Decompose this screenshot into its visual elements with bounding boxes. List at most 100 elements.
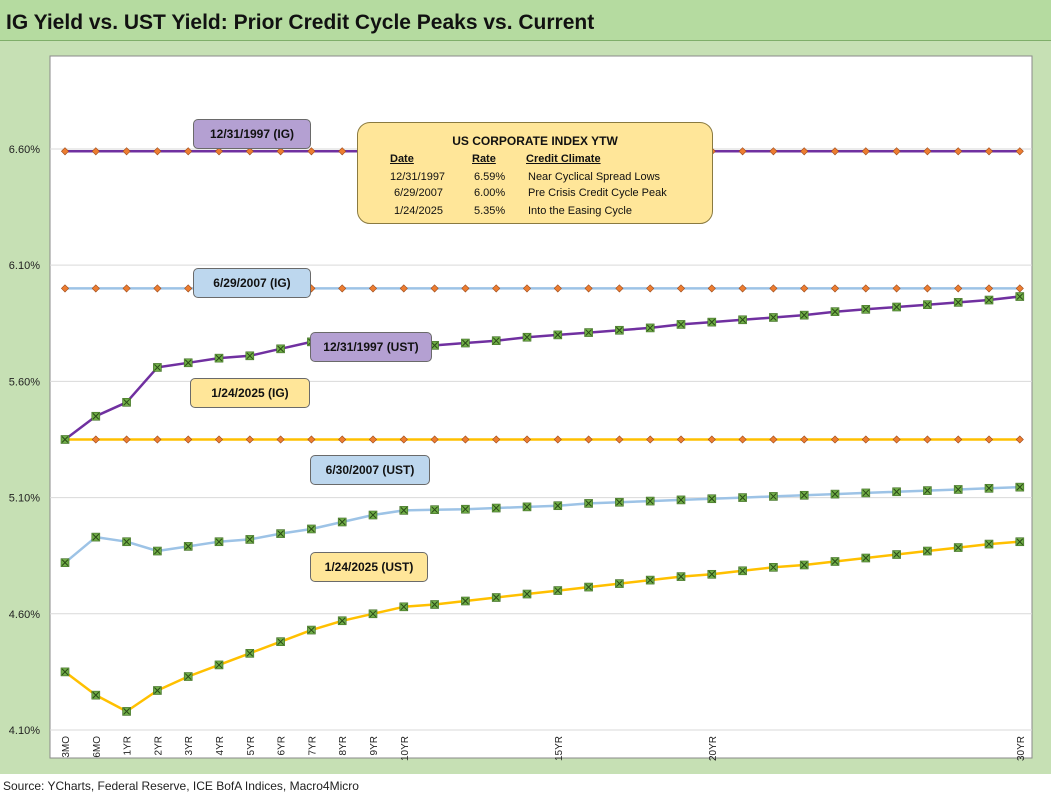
data-point-ig_2025 bbox=[553, 435, 562, 444]
data-point-ig_2025 bbox=[954, 435, 963, 444]
data-point-ust_2025 bbox=[861, 553, 871, 563]
data-point-ig_1997 bbox=[892, 147, 901, 156]
data-point-ig_2007 bbox=[522, 284, 532, 293]
data-point-ust_1997 bbox=[491, 336, 501, 346]
data-point-ig_2007 bbox=[60, 284, 70, 293]
data-point-ig_2007 bbox=[153, 284, 162, 293]
x-tick-label: 30YR bbox=[1016, 736, 1027, 761]
data-point-ust_2025 bbox=[245, 649, 255, 658]
series-line-ust_2025 bbox=[64, 540, 1020, 713]
data-point-ig_1997 bbox=[91, 147, 100, 156]
data-point-ust_2025 bbox=[892, 550, 901, 559]
info-row-date: 1/24/2025 bbox=[394, 205, 443, 217]
data-point-ust_2007 bbox=[60, 558, 70, 567]
info-row-climate: Near Cyclical Spread Lows bbox=[528, 171, 661, 183]
data-point-ig_1997 bbox=[923, 147, 932, 156]
x-tick-label: 3MO bbox=[61, 736, 72, 758]
data-point-ig_1997 bbox=[800, 147, 809, 156]
data-point-ig_2025 bbox=[522, 435, 532, 444]
source-note: Source: YCharts, Federal Reserve, ICE Bo… bbox=[3, 779, 359, 793]
x-tick-label: 9YR bbox=[369, 736, 380, 755]
data-point-ust_2025 bbox=[307, 625, 316, 635]
data-point-ig_1997 bbox=[1015, 147, 1024, 156]
y-tick-label: 6.10% bbox=[9, 260, 40, 272]
data-point-ig_2007 bbox=[553, 284, 562, 293]
data-point-ust_2007 bbox=[245, 535, 255, 544]
data-point-ust_2007 bbox=[1015, 482, 1025, 492]
data-point-ust_2025 bbox=[183, 672, 193, 681]
data-point-ust_1997 bbox=[892, 302, 901, 312]
data-point-ig_2025 bbox=[584, 435, 593, 444]
data-point-ust_1997 bbox=[122, 397, 131, 407]
data-point-ust_2025 bbox=[984, 539, 994, 549]
data-point-ust_2025 bbox=[122, 707, 131, 716]
data-point-ust_1997 bbox=[645, 323, 655, 333]
info-box: US CORPORATE INDEX YTW Date Rate Credit … bbox=[357, 122, 713, 224]
data-point-ust_2025 bbox=[830, 557, 840, 566]
data-point-ig_1997 bbox=[984, 147, 994, 156]
x-tick-label: 15YR bbox=[554, 736, 565, 761]
data-point-ust_1997 bbox=[461, 338, 470, 348]
data-point-ig_2025 bbox=[830, 435, 840, 444]
data-point-ust_1997 bbox=[1015, 292, 1025, 301]
data-point-ig_2007 bbox=[615, 284, 624, 293]
data-point-ig_2025 bbox=[1015, 435, 1024, 444]
data-point-ust_2007 bbox=[553, 501, 563, 511]
data-point-ust_1997 bbox=[830, 307, 840, 316]
data-point-ig_2007 bbox=[1015, 284, 1024, 293]
x-tick-label: 20YR bbox=[708, 736, 719, 761]
info-header-climate: Credit Climate bbox=[526, 153, 601, 165]
data-point-ig_2025 bbox=[861, 435, 870, 444]
data-point-ig_2025 bbox=[646, 435, 655, 444]
data-point-ust_2025 bbox=[645, 575, 655, 585]
data-point-ig_1997 bbox=[954, 147, 963, 156]
data-point-ig_2007 bbox=[91, 284, 100, 293]
data-point-ust_2025 bbox=[461, 596, 470, 606]
data-point-ust_2007 bbox=[861, 488, 871, 498]
info-row-climate: Into the Easing Cycle bbox=[528, 205, 632, 217]
data-point-ust_2007 bbox=[707, 494, 717, 504]
data-point-ust_2025 bbox=[430, 600, 439, 609]
x-tick-label: 5YR bbox=[246, 736, 257, 755]
data-point-ust_2025 bbox=[738, 566, 747, 576]
data-point-ig_2025 bbox=[91, 435, 100, 444]
data-point-ig_2025 bbox=[892, 435, 901, 444]
info-row-rate: 6.00% bbox=[474, 187, 506, 199]
data-point-ust_2007 bbox=[399, 506, 409, 515]
data-point-ig_1997 bbox=[153, 147, 162, 156]
data-point-ust_1997 bbox=[584, 328, 593, 337]
x-tick-label: 3YR bbox=[184, 736, 195, 755]
data-point-ig_2025 bbox=[122, 435, 131, 444]
info-header-rate: Rate bbox=[472, 153, 496, 165]
data-point-ust_2007 bbox=[953, 485, 963, 494]
x-tick-label: 6YR bbox=[277, 736, 288, 755]
x-tick-label: 4YR bbox=[215, 736, 226, 755]
data-point-ust_2025 bbox=[214, 660, 224, 670]
data-point-ig_2007 bbox=[769, 284, 778, 293]
info-row-climate: Pre Crisis Credit Cycle Peak bbox=[528, 187, 667, 199]
data-point-ust_1997 bbox=[676, 320, 686, 329]
data-point-ust_2025 bbox=[337, 616, 347, 626]
data-point-ust_2025 bbox=[91, 690, 101, 700]
data-point-ust_2025 bbox=[769, 563, 778, 572]
data-point-ig_2007 bbox=[984, 284, 994, 293]
x-tick-label: 1YR bbox=[123, 736, 134, 755]
data-point-ust_2025 bbox=[553, 586, 563, 595]
data-point-ust_2007 bbox=[522, 502, 532, 512]
x-tick-label: 7YR bbox=[307, 736, 318, 755]
data-point-ig_2025 bbox=[769, 435, 778, 444]
y-tick-label: 5.60% bbox=[9, 376, 40, 388]
label-ust-2025: 1/24/2025 (UST) bbox=[310, 552, 428, 582]
data-point-ig_2007 bbox=[430, 284, 439, 293]
data-point-ig_2007 bbox=[954, 284, 963, 293]
info-box-title: US CORPORATE INDEX YTW bbox=[452, 134, 618, 148]
line-chart: 4.10% 4.60% 5.10% 5.60% 6.10% 6.60% 3MO 6MO 1YR… bbox=[9, 55, 1033, 761]
data-point-ig_2025 bbox=[707, 435, 716, 444]
series-line-ust_2007 bbox=[64, 485, 1020, 564]
data-point-ust_2025 bbox=[60, 667, 70, 677]
label-ig-1997: 12/31/1997 (IG) bbox=[193, 119, 311, 149]
info-row-date: 12/31/1997 bbox=[390, 171, 446, 183]
data-point-ust_1997 bbox=[923, 300, 932, 309]
label-ig-2025: 1/24/2025 (IG) bbox=[190, 378, 310, 408]
data-point-ust_2007 bbox=[214, 537, 224, 547]
